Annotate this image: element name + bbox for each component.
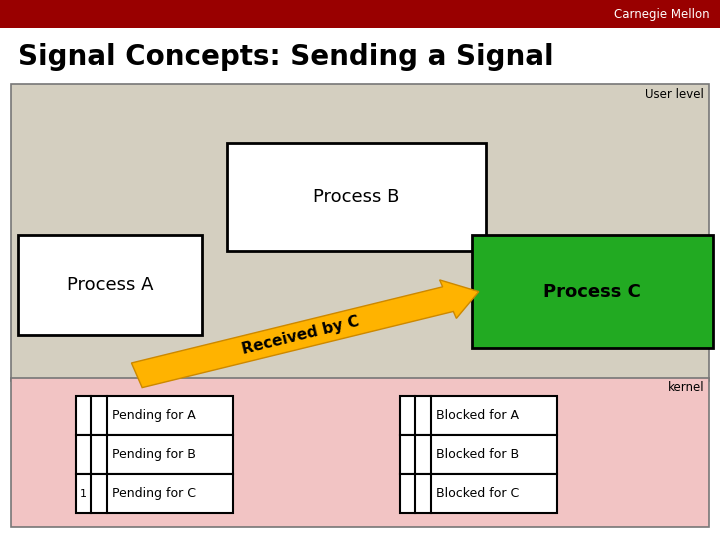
Bar: [472, 235, 713, 348]
Text: Process C: Process C: [544, 282, 641, 301]
Text: Blocked for A: Blocked for A: [436, 409, 518, 422]
Text: Process A: Process A: [66, 276, 153, 294]
Bar: [400, 435, 557, 474]
Bar: [76, 435, 233, 474]
Bar: [227, 143, 486, 251]
Text: kernel: kernel: [667, 381, 704, 394]
Text: Blocked for B: Blocked for B: [436, 448, 518, 461]
Text: Pending for B: Pending for B: [112, 448, 195, 461]
Bar: [76, 396, 233, 435]
Text: Pending for C: Pending for C: [112, 487, 196, 500]
Bar: [11, 84, 709, 381]
Bar: [0, 0, 720, 28]
Text: 1: 1: [80, 489, 87, 498]
Text: Carnegie Mellon: Carnegie Mellon: [613, 8, 709, 21]
Bar: [18, 235, 202, 335]
Text: Received by C: Received by C: [240, 314, 361, 357]
Bar: [11, 378, 709, 526]
Bar: [76, 474, 233, 513]
Text: Process B: Process B: [313, 188, 400, 206]
Bar: [400, 474, 557, 513]
Text: Pending for A: Pending for A: [112, 409, 195, 422]
FancyArrow shape: [132, 280, 479, 388]
Text: Signal Concepts: Sending a Signal: Signal Concepts: Sending a Signal: [18, 43, 554, 71]
Text: Blocked for C: Blocked for C: [436, 487, 519, 500]
Text: User level: User level: [645, 88, 704, 101]
Bar: [400, 396, 557, 435]
